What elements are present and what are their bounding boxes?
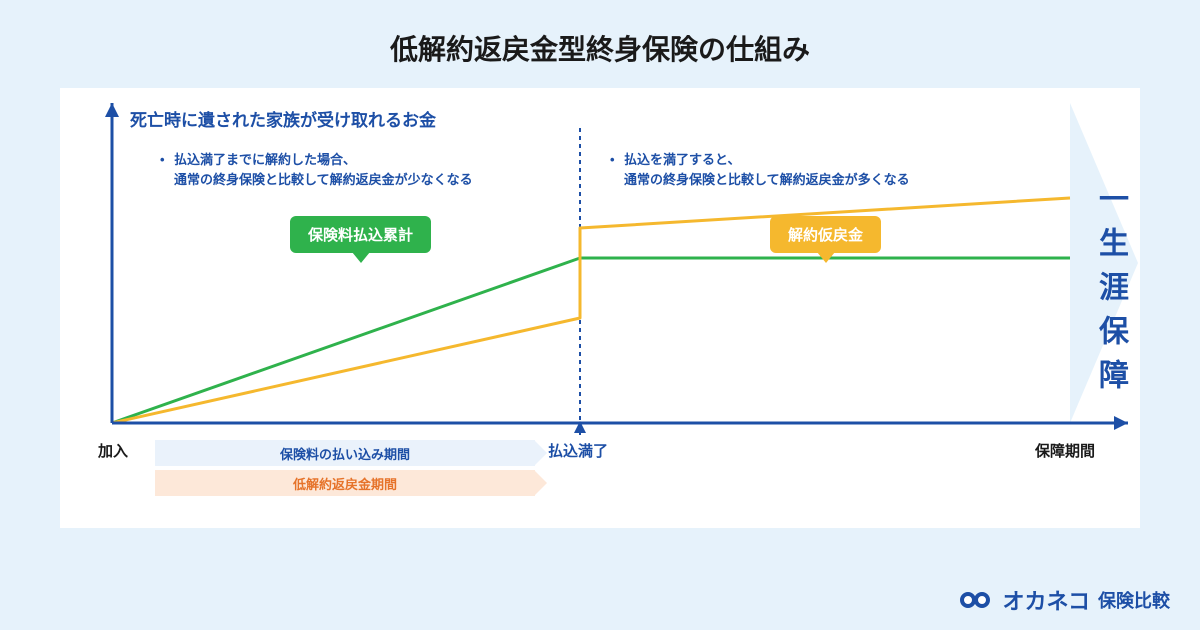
right-vertical-label: 一生涯保障 bbox=[1088, 183, 1132, 403]
brand-name: オカネコ bbox=[1002, 584, 1090, 616]
band-low-surrender-period: 低解約返戻金期間 bbox=[155, 470, 535, 496]
binoculars-icon bbox=[960, 589, 994, 611]
note-right-line2: 通常の終身保険と比較して解約返戻金が多くなる bbox=[610, 170, 910, 190]
note-left-line1: 払込満了までに解約した場合、 bbox=[174, 152, 356, 167]
badge-premium-total: 保険料払込累計 bbox=[290, 216, 431, 253]
note-right: •払込を満了すると、 通常の終身保険と比較して解約返戻金が多くなる bbox=[610, 150, 910, 190]
brand-sub: 保険比較 bbox=[1098, 587, 1170, 613]
band-payment-period: 保険料の払い込み期間 bbox=[155, 440, 535, 466]
note-left-line2: 通常の終身保険と比較して解約返戻金が少なくなる bbox=[160, 170, 473, 190]
page-title: 低解約返戻金型終身保険の仕組み bbox=[0, 0, 1200, 68]
badge-surrender-value: 解約仮戻金 bbox=[770, 216, 881, 253]
chart-panel: 死亡時に遺された家族が受け取れるお金 •払込満了までに解約した場合、 通常の終身… bbox=[60, 88, 1140, 528]
brand-logo: オカネコ 保険比較 bbox=[960, 584, 1170, 616]
x-axis-start-label: 加入 bbox=[98, 440, 128, 461]
note-right-line1: 払込を満了すると、 bbox=[624, 152, 740, 167]
y-axis-title: 死亡時に遺された家族が受け取れるお金 bbox=[130, 106, 436, 131]
note-left: •払込満了までに解約した場合、 通常の終身保険と比較して解約返戻金が少なくなる bbox=[160, 150, 473, 190]
x-axis-end-label: 保障期間 bbox=[1035, 440, 1095, 461]
x-axis-mid-label: 払込満了 bbox=[548, 440, 608, 461]
